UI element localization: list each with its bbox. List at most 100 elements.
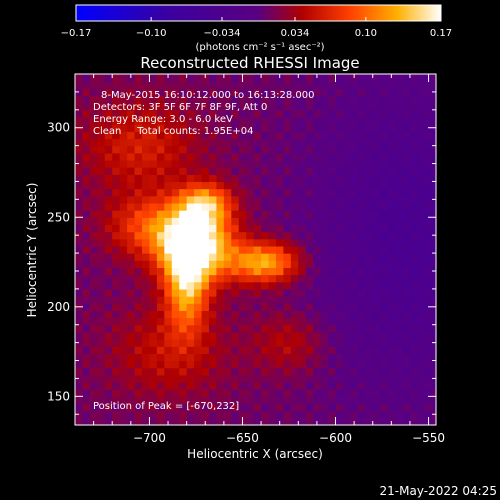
heatmap-cell <box>313 217 322 226</box>
heatmap-cell <box>246 159 255 168</box>
heatmap-cell <box>171 374 180 383</box>
heatmap-cell <box>417 260 426 269</box>
heatmap-cell <box>216 267 225 276</box>
heatmap-cell <box>216 245 225 254</box>
heatmap-cell <box>328 131 337 140</box>
y-tick-label: 300 <box>47 121 70 135</box>
heatmap-cell <box>253 382 262 390</box>
heatmap-cell <box>365 310 374 319</box>
heatmap-cell <box>246 310 255 319</box>
heatmap-cell <box>112 389 121 397</box>
heatmap-cell <box>424 382 433 390</box>
heatmap-cell <box>395 224 404 233</box>
heatmap-cell <box>97 367 106 376</box>
heatmap-cell <box>283 382 292 390</box>
heatmap-cell <box>171 95 180 104</box>
heatmap-cell <box>231 367 240 376</box>
heatmap-cell <box>223 403 232 412</box>
heatmap-cell <box>134 238 143 247</box>
heatmap-cell <box>424 88 433 97</box>
heatmap-cell <box>253 353 262 362</box>
heatmap-cell <box>127 95 136 104</box>
heatmap-cell <box>194 145 203 154</box>
heatmap-cell <box>201 267 210 276</box>
heatmap-cell <box>357 331 366 340</box>
heatmap-cell <box>201 138 210 147</box>
heatmap-cell <box>112 131 121 140</box>
heatmap-cell <box>141 374 151 383</box>
heatmap-cell <box>320 317 329 326</box>
heatmap-cell <box>231 159 240 168</box>
heatmap-cell <box>335 310 344 319</box>
heatmap-cell <box>320 224 329 233</box>
heatmap-cell <box>380 331 389 340</box>
heatmap-cell <box>409 202 418 211</box>
heatmap-cell <box>387 231 396 240</box>
heatmap-cell <box>305 131 314 140</box>
heatmap-cell <box>119 138 128 147</box>
heatmap-cell <box>112 210 121 218</box>
heatmap-cell <box>424 217 433 226</box>
heatmap-cell <box>223 317 232 326</box>
heatmap-cell <box>283 124 292 132</box>
heatmap-cell <box>342 159 352 168</box>
heatmap-cell <box>395 245 404 254</box>
heatmap-cell <box>171 124 180 132</box>
heatmap-cell <box>238 331 247 340</box>
heatmap-cell <box>112 360 121 369</box>
heatmap-cell <box>261 339 270 347</box>
heatmap-cell <box>75 339 84 347</box>
heatmap-cell <box>134 260 143 269</box>
heatmap-cell <box>75 131 84 140</box>
heatmap-cell <box>402 389 411 397</box>
heatmap-cell <box>298 152 307 161</box>
heatmap-cell <box>424 274 433 283</box>
heatmap-cell <box>253 95 262 104</box>
heatmap-cell <box>82 260 91 269</box>
heatmap-cell <box>432 210 437 218</box>
heatmap-cell <box>417 374 426 383</box>
heatmap-cell <box>409 260 418 269</box>
heatmap-cell <box>179 210 188 218</box>
heatmap-cell <box>89 288 98 297</box>
heatmap-cell <box>372 339 381 347</box>
heatmap-cell <box>402 124 411 132</box>
heatmap-cell <box>186 152 195 161</box>
heatmap-cell <box>82 145 91 154</box>
heatmap-cell <box>380 217 389 226</box>
heatmap-cell <box>402 382 411 390</box>
heatmap-cell <box>402 245 411 254</box>
heatmap-cell <box>395 95 404 104</box>
heatmap-cell <box>179 159 188 168</box>
heatmap-cell <box>149 195 158 204</box>
heatmap-cell <box>208 417 218 426</box>
heatmap-cell <box>186 195 195 204</box>
heatmap-cell <box>201 396 210 405</box>
heatmap-cell <box>246 131 255 140</box>
heatmap-cell <box>350 102 359 111</box>
heatmap-cell <box>89 138 98 147</box>
heatmap-cell <box>275 116 285 125</box>
plot-frame <box>74 73 437 426</box>
heatmap-cell <box>320 353 329 362</box>
heatmap-cell <box>328 188 337 197</box>
heatmap-cell <box>424 339 433 347</box>
heatmap-cell <box>194 124 203 132</box>
heatmap-cell <box>201 109 210 118</box>
heatmap-cell <box>149 253 158 261</box>
heatmap-cell <box>179 174 188 183</box>
heatmap-cell <box>246 253 255 261</box>
heatmap-cell <box>305 116 314 125</box>
heatmap-cell <box>164 102 173 111</box>
heatmap-cell <box>246 238 255 247</box>
heatmap-cell <box>208 396 218 405</box>
heatmap-cell <box>201 346 210 354</box>
heatmap-cell <box>298 95 307 104</box>
heatmap-cell <box>75 360 84 369</box>
heatmap-cell <box>409 145 418 154</box>
heatmap-cell <box>283 267 292 276</box>
heatmap-cell <box>149 231 158 240</box>
heatmap-cell <box>216 210 225 218</box>
heatmap-cell <box>305 296 314 304</box>
heatmap-cell <box>141 159 151 168</box>
